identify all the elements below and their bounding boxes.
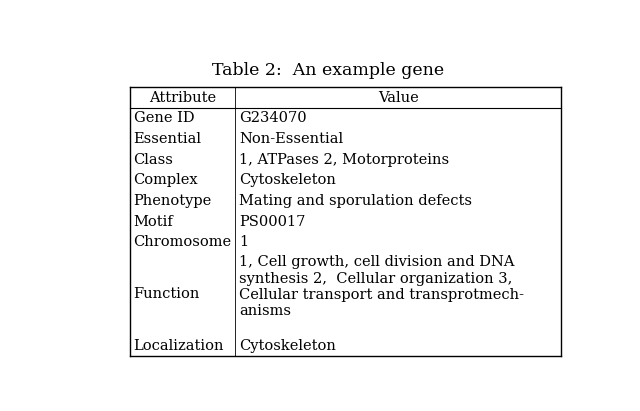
Text: Mating and sporulation defects: Mating and sporulation defects (239, 194, 472, 208)
Text: Chromosome: Chromosome (134, 236, 232, 249)
Text: Function: Function (134, 287, 200, 301)
Text: PS00017: PS00017 (239, 215, 306, 229)
Text: Attribute: Attribute (149, 91, 216, 105)
Text: Complex: Complex (134, 173, 198, 187)
Text: G234070: G234070 (239, 111, 307, 125)
Text: Value: Value (378, 91, 419, 105)
Text: Motif: Motif (134, 215, 173, 229)
Text: Phenotype: Phenotype (134, 194, 212, 208)
Text: Gene ID: Gene ID (134, 111, 194, 125)
Text: Non-Essential: Non-Essential (239, 132, 344, 146)
Text: 1, ATPases 2, Motorproteins: 1, ATPases 2, Motorproteins (239, 153, 449, 167)
Text: Localization: Localization (134, 339, 224, 353)
Text: Class: Class (134, 153, 173, 167)
Text: Cytoskeleton: Cytoskeleton (239, 339, 336, 353)
Text: 1, Cell growth, cell division and DNA
synthesis 2,  Cellular organization 3,
Cel: 1, Cell growth, cell division and DNA sy… (239, 255, 524, 318)
Text: Essential: Essential (134, 132, 202, 146)
Text: 1: 1 (239, 236, 248, 249)
Text: Cytoskeleton: Cytoskeleton (239, 173, 336, 187)
Text: Table 2:  An example gene: Table 2: An example gene (212, 62, 444, 79)
